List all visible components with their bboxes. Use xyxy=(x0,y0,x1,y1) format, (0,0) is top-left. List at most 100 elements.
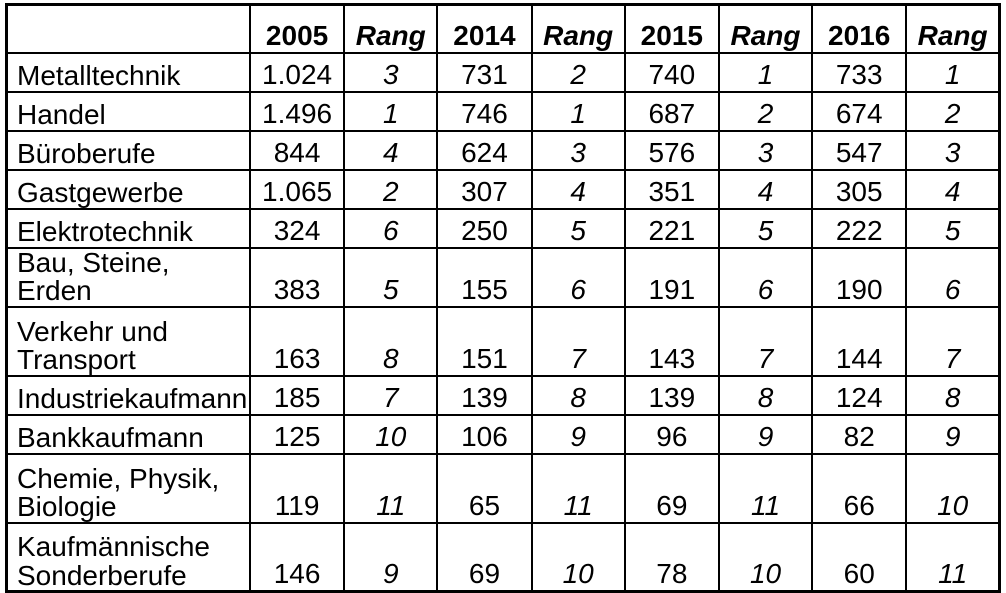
value-cell-y2015: 139 xyxy=(623,374,720,416)
value-cell-y2015: 78 xyxy=(623,521,720,593)
rank-cell-r2014: 7 xyxy=(530,305,626,377)
rank-cell-r2016: 11 xyxy=(905,521,1001,593)
value-cell-y2005: 844 xyxy=(248,129,346,171)
table-header: 2005 Rang 2014 Rang 2015 Rang 2016 Rang xyxy=(5,3,1001,54)
value-cell-y2014: 250 xyxy=(436,207,533,249)
column-header-rang-2014: Rang xyxy=(530,3,626,54)
row-label: Handel xyxy=(5,90,251,132)
value-cell-y2015: 221 xyxy=(623,207,720,249)
rank-cell-r2014: 4 xyxy=(530,168,626,210)
value-cell-y2016: 60 xyxy=(811,521,908,593)
value-cell-y2016: 305 xyxy=(811,168,908,210)
table-row: Bau, Steine, Erden 383 5 155 6 191 6 190 6 xyxy=(5,246,1001,308)
rank-cell-r2014: 5 xyxy=(530,207,626,249)
column-header-rang-2005: Rang xyxy=(343,3,439,54)
row-label: Büroberufe xyxy=(5,129,251,171)
value-cell-y2005: 146 xyxy=(248,521,346,593)
rank-cell-r2016: 5 xyxy=(905,207,1001,249)
value-cell-y2014: 746 xyxy=(436,90,533,132)
value-cell-y2014: 106 xyxy=(436,413,533,455)
rank-cell-r2014: 11 xyxy=(530,452,626,524)
rank-cell-r2016: 9 xyxy=(905,413,1001,455)
value-cell-y2014: 731 xyxy=(436,51,533,93)
value-cell-y2016: 124 xyxy=(811,374,908,416)
rank-cell-r2016: 7 xyxy=(905,305,1001,377)
value-cell-y2005: 383 xyxy=(248,246,346,308)
value-cell-y2016: 547 xyxy=(811,129,908,171)
table-row: Büroberufe 844 4 624 3 576 3 547 3 xyxy=(5,129,1001,171)
rank-cell-r2005: 11 xyxy=(343,452,439,524)
row-label: Elektrotechnik xyxy=(5,207,251,249)
rank-cell-r2014: 9 xyxy=(530,413,626,455)
column-header-2015: 2015 xyxy=(623,3,720,54)
table-row: Industriekaufmann 185 7 139 8 139 8 124 8 xyxy=(5,374,1001,416)
row-label: Metalltechnik xyxy=(5,51,251,93)
rank-cell-r2016: 3 xyxy=(905,129,1001,171)
rank-cell-r2005: 4 xyxy=(343,129,439,171)
rank-cell-r2014: 6 xyxy=(530,246,626,308)
rank-cell-r2015: 8 xyxy=(717,374,814,416)
header-row: 2005 Rang 2014 Rang 2015 Rang 2016 Rang xyxy=(5,3,1001,54)
table-row: Handel 1.496 1 746 1 687 2 674 2 xyxy=(5,90,1001,132)
value-cell-y2005: 125 xyxy=(248,413,346,455)
row-label: Chemie, Physik, Biologie xyxy=(5,452,251,524)
value-cell-y2016: 190 xyxy=(811,246,908,308)
value-cell-y2016: 222 xyxy=(811,207,908,249)
table-row: Chemie, Physik, Biologie 119 11 65 11 69 11 66 1… xyxy=(5,452,1001,524)
rank-cell-r2016: 10 xyxy=(905,452,1001,524)
rank-cell-r2015: 5 xyxy=(717,207,814,249)
value-cell-y2015: 143 xyxy=(623,305,720,377)
rank-cell-r2014: 2 xyxy=(530,51,626,93)
rank-table: 2005 Rang 2014 Rang 2015 Rang 2016 Rang … xyxy=(5,3,1001,593)
rank-cell-r2015: 10 xyxy=(717,521,814,593)
value-cell-y2015: 576 xyxy=(623,129,720,171)
rank-cell-r2015: 3 xyxy=(717,129,814,171)
rank-cell-r2014: 8 xyxy=(530,374,626,416)
row-label: Verkehr und Transport xyxy=(5,305,251,377)
rank-cell-r2005: 2 xyxy=(343,168,439,210)
value-cell-y2014: 69 xyxy=(436,521,533,593)
column-header-2016: 2016 xyxy=(811,3,908,54)
rank-cell-r2005: 8 xyxy=(343,305,439,377)
value-cell-y2015: 69 xyxy=(623,452,720,524)
column-header-2005: 2005 xyxy=(248,3,346,54)
rank-cell-r2015: 9 xyxy=(717,413,814,455)
value-cell-y2014: 139 xyxy=(436,374,533,416)
value-cell-y2005: 324 xyxy=(248,207,346,249)
value-cell-y2005: 1.496 xyxy=(248,90,346,132)
rank-cell-r2005: 7 xyxy=(343,374,439,416)
value-cell-y2014: 65 xyxy=(436,452,533,524)
table-row: Gastgewerbe 1.065 2 307 4 351 4 305 4 xyxy=(5,168,1001,210)
value-cell-y2015: 740 xyxy=(623,51,720,93)
row-label: Bankkaufmann xyxy=(5,413,251,455)
rank-cell-r2005: 3 xyxy=(343,51,439,93)
value-cell-y2005: 119 xyxy=(248,452,346,524)
value-cell-y2015: 351 xyxy=(623,168,720,210)
rank-cell-r2016: 1 xyxy=(905,51,1001,93)
value-cell-y2015: 191 xyxy=(623,246,720,308)
value-cell-y2005: 163 xyxy=(248,305,346,377)
value-cell-y2014: 151 xyxy=(436,305,533,377)
rank-cell-r2015: 11 xyxy=(717,452,814,524)
rank-cell-r2014: 1 xyxy=(530,90,626,132)
value-cell-y2015: 96 xyxy=(623,413,720,455)
value-cell-y2005: 1.024 xyxy=(248,51,346,93)
row-label: Kaufmännische Sonderberufe xyxy=(5,521,251,593)
rank-cell-r2015: 6 xyxy=(717,246,814,308)
column-header-rang-2015: Rang xyxy=(717,3,814,54)
rank-cell-r2015: 4 xyxy=(717,168,814,210)
row-label: Gastgewerbe xyxy=(5,168,251,210)
rank-cell-r2005: 5 xyxy=(343,246,439,308)
rank-cell-r2015: 2 xyxy=(717,90,814,132)
table-row: Metalltechnik 1.024 3 731 2 740 1 733 1 xyxy=(5,51,1001,93)
value-cell-y2014: 307 xyxy=(436,168,533,210)
table-body: Metalltechnik 1.024 3 731 2 740 1 733 1 Handel 1.4… xyxy=(5,51,1001,593)
column-header-label xyxy=(5,3,251,54)
rank-cell-r2016: 4 xyxy=(905,168,1001,210)
table-row: Verkehr und Transport 163 8 151 7 143 7 144 7 xyxy=(5,305,1001,377)
rank-cell-r2016: 2 xyxy=(905,90,1001,132)
rank-cell-r2016: 6 xyxy=(905,246,1001,308)
column-header-rang-2016: Rang xyxy=(905,3,1001,54)
rank-cell-r2005: 9 xyxy=(343,521,439,593)
table-row: Bankkaufmann 125 10 106 9 96 9 82 9 xyxy=(5,413,1001,455)
